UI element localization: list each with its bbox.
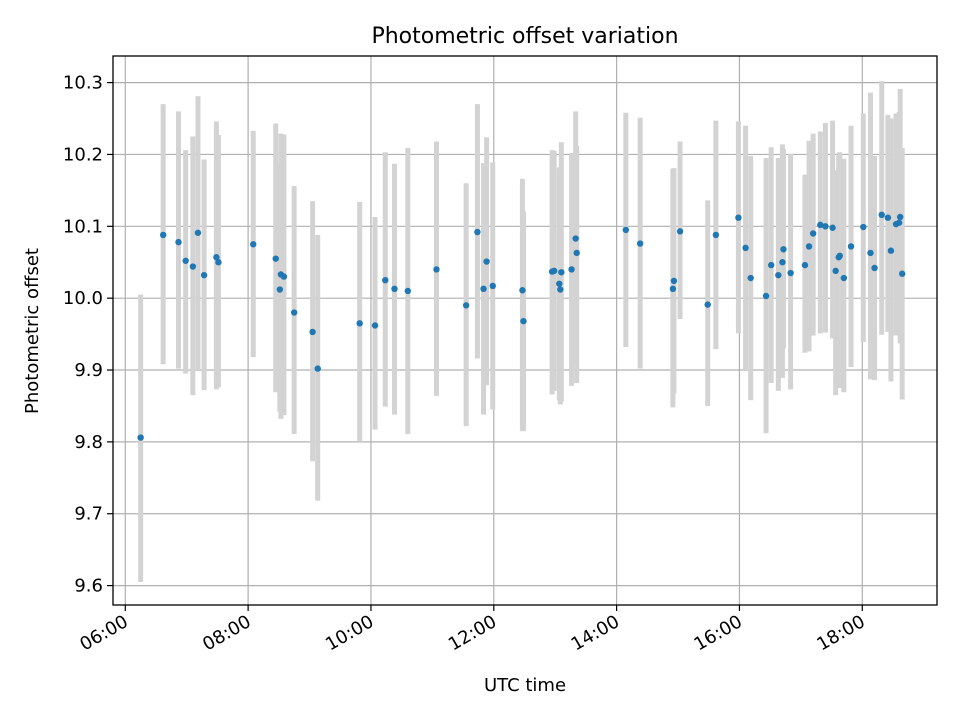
- data-point: [433, 266, 440, 273]
- plot-frame: [112, 55, 938, 606]
- y-tick-label: 9.8: [74, 432, 103, 453]
- data-point: [762, 292, 770, 300]
- data-point: [871, 264, 878, 272]
- y-tick-label: 10.2: [63, 144, 103, 165]
- data-point: [568, 266, 575, 273]
- data-points: [137, 211, 906, 441]
- y-tick-label: 9.9: [74, 360, 103, 381]
- data-point: [670, 277, 678, 285]
- data-point: [189, 263, 197, 270]
- data-point: [898, 270, 906, 277]
- data-point: [787, 269, 794, 277]
- data-point: [836, 252, 843, 259]
- data-point: [884, 214, 892, 221]
- data-point: [712, 231, 720, 239]
- data-point: [137, 434, 144, 441]
- data-point: [801, 261, 809, 269]
- data-point: [272, 255, 279, 262]
- y-tick-label: 9.7: [74, 504, 103, 525]
- data-point: [817, 221, 824, 229]
- data-point: [895, 219, 903, 226]
- data-point: [860, 223, 867, 231]
- data-point: [742, 244, 749, 252]
- data-point: [767, 261, 775, 269]
- data-point: [356, 320, 363, 327]
- data-point: [391, 285, 398, 293]
- data-point: [556, 280, 563, 287]
- y-tick-label: 10.1: [63, 216, 103, 237]
- data-point: [382, 276, 389, 284]
- data-point: [213, 254, 220, 261]
- data-point: [887, 247, 895, 254]
- data-point: [194, 229, 202, 236]
- data-point: [250, 241, 257, 248]
- data-point: [557, 286, 564, 293]
- data-point: [572, 235, 579, 242]
- data-point: [280, 273, 288, 280]
- data-point: [215, 259, 222, 266]
- y-axis-label: Photometric offset: [22, 248, 43, 414]
- data-point: [573, 249, 580, 257]
- data-point: [896, 213, 904, 221]
- data-point: [832, 267, 839, 275]
- data-point: [309, 328, 316, 336]
- data-point: [480, 285, 487, 293]
- data-point: [182, 257, 189, 264]
- data-point: [474, 228, 481, 236]
- data-point: [483, 258, 490, 265]
- data-point: [809, 230, 817, 237]
- data-point: [314, 365, 321, 372]
- data-point: [676, 228, 684, 235]
- data-point: [805, 243, 813, 250]
- data-point: [489, 282, 496, 290]
- x-axis-label: UTC time: [484, 675, 566, 696]
- data-point: [847, 243, 855, 250]
- data-point: [290, 309, 298, 316]
- y-axis-ticks: 9.6 9.7 9.8 9.9 10.0 10.1 10.2 10.3: [63, 73, 113, 597]
- data-point: [520, 317, 527, 325]
- data-point: [747, 274, 754, 282]
- data-point: [669, 285, 677, 293]
- chart-title: Photometric offset variation: [371, 24, 678, 49]
- data-point: [704, 301, 711, 308]
- data-point: [276, 286, 284, 293]
- data-point: [735, 214, 742, 221]
- data-point: [840, 274, 848, 282]
- data-point: [780, 246, 787, 253]
- data-point: [519, 287, 526, 294]
- data-point: [829, 224, 836, 231]
- data-point: [371, 322, 379, 329]
- data-point: [404, 287, 411, 295]
- y-tick-label: 9.6: [74, 576, 103, 597]
- data-point: [878, 211, 885, 219]
- data-point: [462, 302, 470, 309]
- data-point: [636, 240, 644, 247]
- data-point: [200, 271, 208, 279]
- data-point: [775, 271, 782, 279]
- data-point: [159, 231, 167, 239]
- data-point: [622, 226, 630, 234]
- data-point: [550, 267, 558, 275]
- data-point: [822, 223, 829, 230]
- data-point: [558, 269, 565, 276]
- data-point: [779, 259, 786, 266]
- data-point: [175, 238, 182, 246]
- data-point: [867, 249, 874, 257]
- y-tick-label: 10.3: [63, 73, 103, 94]
- y-tick-label: 10.0: [63, 288, 103, 309]
